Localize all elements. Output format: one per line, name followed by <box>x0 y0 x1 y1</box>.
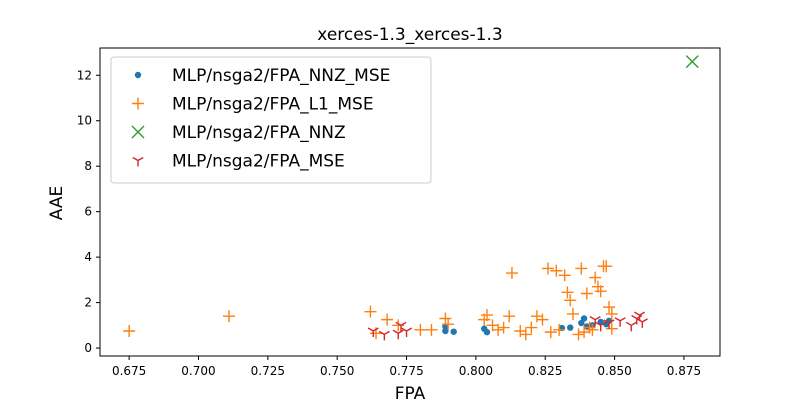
point-plus-1-4 <box>381 313 394 326</box>
point-plus-1-7 <box>425 323 438 336</box>
y-tick-label-10: 10 <box>77 114 92 128</box>
y-axis: 0 2 4 6 8 10 12 <box>77 68 100 355</box>
point-plus-1-27 <box>561 286 574 299</box>
legend-item-3: MLP/nsga2/FPA_MSE <box>132 152 345 172</box>
y-axis-title: AAE <box>47 186 67 220</box>
point-plus-1-2 <box>364 305 377 318</box>
point-tri-3-2 <box>392 329 404 340</box>
point-plus-1-16 <box>505 267 518 280</box>
point-plus-1-35 <box>586 323 599 336</box>
y-tick-label-6: 6 <box>84 205 92 219</box>
point-plus-1-8 <box>439 312 452 325</box>
point-plus-1-36 <box>589 271 602 284</box>
legend-item-0: MLP/nsga2/FPA_NNZ_MSE <box>134 66 390 86</box>
point-plus-1-14 <box>497 321 510 334</box>
point-plus-1-9 <box>442 318 455 331</box>
legend-label-3: MLP/nsga2/FPA_MSE <box>172 152 345 172</box>
point-plus-1-34 <box>583 321 596 334</box>
point-plus-1-26 <box>558 269 571 282</box>
point-dot-0-8 <box>580 315 588 322</box>
point-plus-1-29 <box>566 307 579 320</box>
point-plus-1-22 <box>542 262 555 275</box>
x-axis: 0.675 0.700 0.725 0.750 0.775 0.800 0.825 0.850… <box>112 356 701 378</box>
point-tri-3-12 <box>636 318 648 328</box>
legend-frame <box>110 56 432 184</box>
x-tick-label-0.825: 0.825 <box>528 364 562 378</box>
point-tri-3-1 <box>378 330 390 341</box>
legend-marker-x-2 <box>131 125 145 139</box>
point-dot-0-4 <box>483 328 491 336</box>
point-tri-3-8 <box>614 317 626 327</box>
x-tick-label-0.725: 0.725 <box>251 364 285 378</box>
point-plus-1-30 <box>572 328 585 341</box>
legend-item-2: MLP/nsga2/FPA_NNZ <box>131 123 346 143</box>
legend-marker-dot-0 <box>134 71 142 79</box>
x-axis-title: FPA <box>395 384 426 400</box>
legend-marker-tri-3 <box>132 156 144 167</box>
legend-label-2: MLP/nsga2/FPA_NNZ <box>172 123 346 143</box>
x-tick-label-0.875: 0.875 <box>667 364 701 378</box>
legend-label-1: MLP/nsga2/FPA_L1_MSE <box>172 95 374 115</box>
y-tick-label-2: 2 <box>84 296 92 310</box>
point-plus-1-1 <box>222 310 235 323</box>
point-plus-1-11 <box>480 309 493 322</box>
point-plus-1-41 <box>603 301 616 314</box>
point-plus-1-40 <box>600 260 613 273</box>
point-plus-1-0 <box>123 324 136 337</box>
point-tri-3-5 <box>589 316 601 326</box>
point-plus-1-38 <box>594 285 607 298</box>
point-plus-1-25 <box>553 323 566 336</box>
point-plus-1-18 <box>519 328 532 341</box>
data-marks <box>123 55 699 341</box>
point-plus-1-31 <box>575 262 588 275</box>
point-dot-0-11 <box>597 318 604 326</box>
point-plus-1-15 <box>503 310 516 323</box>
point-dot-0-1 <box>442 327 449 335</box>
point-x-2-0 <box>685 55 699 69</box>
point-plus-1-42 <box>605 307 618 320</box>
x-tick-label-0.800: 0.800 <box>459 364 493 378</box>
point-tri-3-3 <box>395 321 407 332</box>
point-plus-1-21 <box>536 313 549 326</box>
point-tri-3-6 <box>595 321 607 332</box>
point-tri-3-7 <box>603 319 615 330</box>
chart-title: xerces-1.3_xerces-1.3 <box>317 25 502 45</box>
point-dot-0-6 <box>567 324 574 331</box>
point-plus-1-6 <box>414 323 427 336</box>
point-plus-1-28 <box>564 294 577 307</box>
point-dot-0-2 <box>450 328 457 335</box>
plot-frame <box>99 47 721 357</box>
y-tick-label-12: 12 <box>77 68 92 82</box>
x-tick-label-0.750: 0.750 <box>320 364 354 378</box>
point-tri-3-4 <box>400 327 413 337</box>
legend-item-1: MLP/nsga2/FPA_L1_MSE <box>132 95 374 115</box>
x-tick-label-0.850: 0.850 <box>597 364 631 378</box>
y-tick-label-0: 0 <box>84 341 92 355</box>
point-plus-1-23 <box>544 326 557 339</box>
y-tick-label-8: 8 <box>84 159 92 173</box>
legend-marker-plus-1 <box>132 97 144 110</box>
x-tick-label-0.775: 0.775 <box>389 364 423 378</box>
legend: MLP/nsga2/FPA_NNZ_MSE MLP/nsga2/FPA_L1_MS… <box>110 56 432 184</box>
point-plus-1-19 <box>525 321 538 334</box>
y-tick-label-4: 4 <box>84 250 92 264</box>
legend-label-0: MLP/nsga2/FPA_NNZ_MSE <box>172 66 390 86</box>
point-tri-3-9 <box>625 321 637 332</box>
point-plus-1-13 <box>492 323 505 336</box>
point-tri-3-0 <box>367 327 379 337</box>
x-tick-label-0.675: 0.675 <box>112 364 146 378</box>
point-plus-1-33 <box>580 287 593 300</box>
x-tick-label-0.700: 0.700 <box>181 364 215 378</box>
point-plus-1-43 <box>605 322 618 335</box>
point-plus-1-24 <box>550 264 563 277</box>
